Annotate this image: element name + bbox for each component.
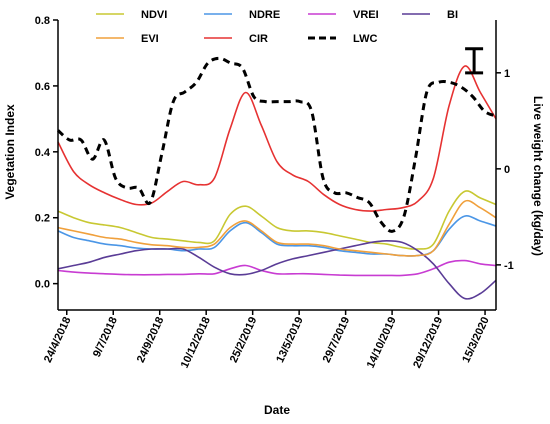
axes: 0.0 0.2 0.4 0.6 0.8 -1 0 1 24/4/2018 9/7/2018 24/9… bbox=[35, 15, 514, 370]
y-tick-label: 0.4 bbox=[35, 147, 51, 159]
legend: NDVI NDRE VREI BI EVI CIR LWC bbox=[96, 9, 458, 45]
y2-tick-label: 1 bbox=[504, 68, 510, 80]
x-tick-label: 9/7/2018 bbox=[91, 315, 120, 359]
y2-axis-title: Live weight change (kg/day) bbox=[531, 96, 545, 256]
legend-label-cir: CIR bbox=[249, 33, 268, 45]
legend-label-evi: EVI bbox=[141, 33, 159, 45]
legend-label-lwc: LWC bbox=[353, 33, 377, 45]
legend-label-ndre: NDRE bbox=[249, 9, 280, 21]
y-tick-label: 0.8 bbox=[35, 15, 50, 27]
x-tick-label: 29/7/2019 bbox=[321, 315, 353, 364]
x-axis-title: Date bbox=[264, 403, 290, 417]
x-tick-label: 24/4/2018 bbox=[42, 315, 74, 364]
series-line-evi bbox=[57, 199, 497, 257]
legend-label-vrei: VREI bbox=[353, 9, 379, 21]
y-tick-label: 0.6 bbox=[35, 81, 50, 93]
x-tick-label: 25/2/2019 bbox=[228, 315, 260, 364]
series-line-cir bbox=[57, 65, 497, 212]
series-line-vrei bbox=[57, 259, 497, 277]
y-tick-label: 0.2 bbox=[35, 213, 50, 225]
x-tick-label: 29/12/2019 bbox=[411, 315, 445, 370]
series-line-ndre bbox=[57, 215, 497, 257]
series-line-bi bbox=[57, 240, 497, 300]
series-line-ndvi bbox=[57, 190, 497, 250]
y-tick-label: 0.0 bbox=[35, 279, 50, 291]
legend-label-bi: BI bbox=[447, 9, 458, 21]
y-axis-title: Vegetation Index bbox=[3, 104, 17, 200]
x-tick-label: 13/5/2019 bbox=[274, 315, 306, 364]
y2-tick-label: -1 bbox=[504, 260, 514, 272]
plot-lines bbox=[56, 47, 497, 300]
legend-label-ndvi: NDVI bbox=[141, 9, 167, 21]
x-tick-label: 10/12/2018 bbox=[179, 315, 213, 370]
x-tick-label: 24/9/2018 bbox=[135, 315, 167, 364]
x-tick-label: 15/3/2020 bbox=[460, 315, 492, 364]
x-tick-label: 14/10/2019 bbox=[365, 315, 399, 370]
y2-tick-label: 0 bbox=[504, 164, 510, 176]
series-line-lwc bbox=[56, 56, 497, 233]
